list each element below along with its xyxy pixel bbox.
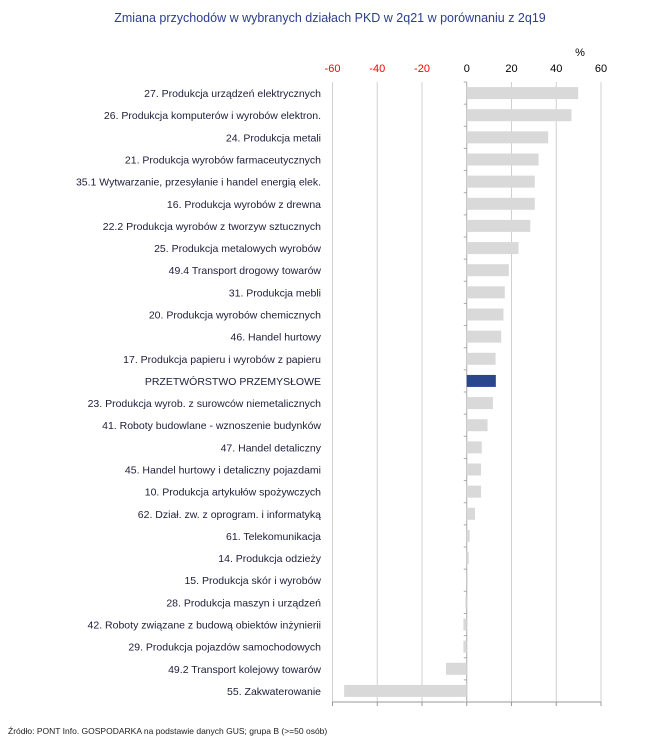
- category-label: 22.2 Produkcja wyrobów z tworzyw sztuczn…: [103, 221, 321, 233]
- category-label: 47. Handel detaliczny: [221, 442, 322, 454]
- category-label: 17. Produkcja papieru i wyrobów z papier…: [123, 354, 321, 366]
- category-label: 29. Produkcja pojazdów samochodowych: [128, 642, 321, 654]
- category-label: 20. Produkcja wyrobów chemicznych: [149, 310, 321, 322]
- bar: [466, 153, 539, 166]
- unit-label: %: [575, 47, 585, 59]
- category-label: 45. Handel hurtowy i detaliczny pojazdam…: [125, 465, 321, 477]
- x-tick-label: 40: [550, 63, 562, 75]
- bar: [466, 308, 504, 321]
- category-label: 25. Produkcja metalowych wyrobów: [154, 243, 321, 255]
- bar: [466, 330, 502, 343]
- source-footer: Źródło: PONT Info. GOSPODARKA na podstaw…: [8, 726, 327, 736]
- bar: [466, 352, 496, 365]
- bar: [466, 485, 482, 498]
- bar: [466, 286, 505, 299]
- category-label: 10. Produkcja artykułów spożywczych: [145, 487, 321, 499]
- bar: [466, 574, 468, 587]
- bar: [466, 264, 509, 277]
- category-label: 16. Produkcja wyrobów z drewna: [167, 199, 321, 211]
- bar: [466, 374, 496, 387]
- bar: [466, 552, 469, 565]
- bar: [344, 684, 467, 697]
- x-tick-label: -60: [325, 63, 341, 75]
- category-label: 26. Produkcja komputerów i wyrobów elekt…: [104, 110, 321, 122]
- bar: [466, 131, 549, 144]
- bar: [466, 175, 535, 188]
- category-label: 31. Produkcja mebli: [229, 287, 321, 299]
- x-tick-label: 20: [505, 63, 517, 75]
- category-label: 61. Telekomunikacja: [226, 531, 321, 543]
- x-tick-label: 0: [464, 63, 470, 75]
- chart-title: Zmiana przychodów w wybranych działach P…: [114, 11, 546, 25]
- bar: [463, 618, 467, 631]
- category-label: 49.4 Transport drogowy towarów: [169, 265, 322, 277]
- category-label: PRZETWÓRSTWO PRZEMYSŁOWE: [145, 375, 321, 388]
- category-label: 49.2 Transport kolejowy towarów: [168, 664, 321, 676]
- x-tick-label: 60: [595, 63, 607, 75]
- bar: [466, 87, 579, 100]
- bar: [445, 662, 467, 675]
- bar: [466, 242, 519, 255]
- category-label: 15. Produkcja skór i wyrobów: [184, 575, 321, 587]
- bar: [466, 419, 488, 432]
- bar: [466, 219, 531, 232]
- bar: [466, 507, 476, 520]
- category-label: 41. Roboty budowlane - wznoszenie budynk…: [102, 420, 321, 432]
- bar: [466, 397, 493, 410]
- bar: [463, 640, 467, 653]
- category-label: 28. Produkcja maszyn i urządzeń: [166, 597, 321, 609]
- category-label: 23. Produkcja wyrob. z surowców niemetal…: [88, 398, 322, 410]
- category-label: 46. Handel hurtowy: [231, 332, 322, 344]
- category-label: 24. Produkcja metali: [226, 132, 321, 144]
- bar: [466, 463, 482, 476]
- bar: [465, 596, 467, 609]
- x-tick-label: -20: [414, 63, 430, 75]
- category-label: 27. Produkcja urządzeń elektrycznych: [144, 88, 321, 100]
- category-label: 14. Produkcja odzieży: [218, 553, 321, 565]
- bar: [466, 109, 572, 122]
- bar: [466, 197, 535, 210]
- category-label: 21. Produkcja wyrobów farmaceutycznych: [125, 155, 321, 167]
- category-label: 55. Zakwaterowanie: [227, 686, 321, 698]
- category-label: 35.1 Wytwarzanie, przesyłanie i handel e…: [76, 177, 321, 189]
- bar: [466, 441, 482, 454]
- category-label: 42. Roboty związane z budową obiektów in…: [88, 620, 321, 632]
- category-label: 62. Dział. zw. z oprogram. i informatyką: [138, 509, 321, 521]
- bar: [466, 529, 470, 542]
- x-tick-label: -40: [369, 63, 385, 75]
